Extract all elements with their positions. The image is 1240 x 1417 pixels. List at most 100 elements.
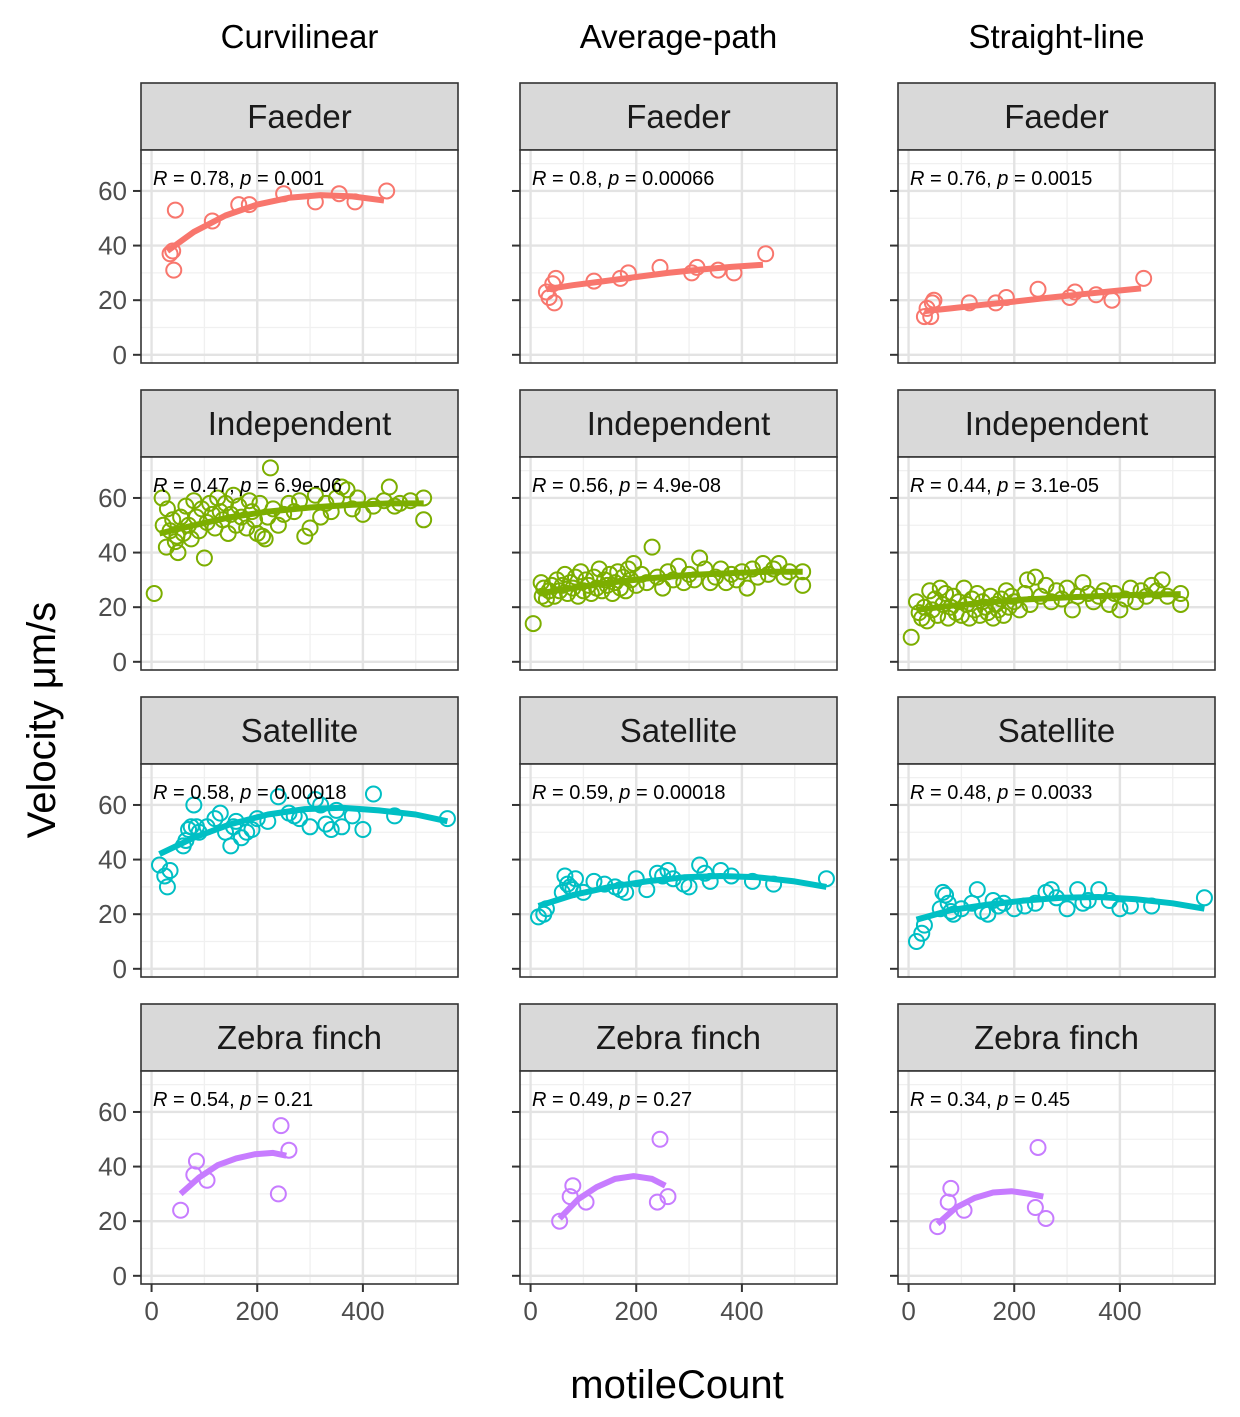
panel-border bbox=[519, 456, 838, 671]
data-point bbox=[256, 530, 274, 548]
strip-background bbox=[519, 82, 838, 151]
stat-value: = 0.0015 bbox=[1008, 168, 1092, 190]
stat-symbol: p bbox=[996, 782, 1008, 804]
data-point bbox=[166, 201, 184, 219]
data-point bbox=[169, 544, 187, 562]
data-point bbox=[1153, 571, 1171, 589]
data-point bbox=[378, 182, 396, 200]
strip-label: Faeder bbox=[1004, 98, 1109, 135]
data-point bbox=[625, 555, 643, 572]
data-points bbox=[150, 785, 456, 896]
stat-value: = 3.1e-05 bbox=[1008, 475, 1099, 497]
stat-value: = 0.56, bbox=[546, 475, 619, 497]
panel-faeder-average-path: Faeder R = 0.8, p = 0.00066 bbox=[512, 82, 838, 364]
panel-zebra-finch-curvilinear: Zebra finch R = 0.54, p = 0.21 0 20 40 60 0 200… bbox=[98, 1003, 459, 1326]
panel-faeder-straight-line: Faeder R = 0.76, p = 0.0015 bbox=[890, 82, 1216, 364]
data-point bbox=[222, 837, 240, 855]
x-axis-title: motileCount bbox=[570, 1363, 783, 1407]
stat-symbol: R bbox=[910, 168, 924, 190]
stat-value: = 0.00066 bbox=[619, 168, 714, 190]
fit-line bbox=[935, 1188, 1044, 1227]
y-tick-label: 40 bbox=[98, 231, 127, 261]
fit-line bbox=[158, 500, 424, 537]
y-tick-label: 0 bbox=[113, 954, 127, 984]
data-point bbox=[574, 582, 592, 600]
stat-symbol: R bbox=[153, 1089, 167, 1111]
data-point bbox=[1042, 593, 1060, 611]
y-tick-label: 20 bbox=[98, 592, 127, 622]
data-point bbox=[659, 1188, 677, 1206]
fit-line bbox=[158, 804, 449, 857]
data-point bbox=[590, 560, 608, 578]
panel-border bbox=[140, 1070, 459, 1285]
data-point bbox=[261, 459, 279, 477]
stat-symbol: p bbox=[618, 1089, 630, 1111]
data-point bbox=[564, 1177, 582, 1195]
data-point bbox=[333, 818, 351, 836]
data-point bbox=[317, 815, 335, 833]
grid bbox=[141, 1071, 458, 1284]
data-point bbox=[165, 261, 183, 279]
data-point bbox=[364, 785, 382, 803]
data-point bbox=[272, 1117, 290, 1135]
data-point bbox=[1037, 576, 1055, 594]
strip-background bbox=[897, 82, 1216, 151]
y-tick-label: 0 bbox=[113, 340, 127, 370]
data-point bbox=[275, 505, 293, 523]
x-tick-label: 400 bbox=[720, 1296, 763, 1326]
panel-border bbox=[897, 1070, 1216, 1285]
stat-value: = 0.00018 bbox=[251, 782, 346, 804]
stat-value: = 0.78, bbox=[167, 168, 240, 190]
y-tick-label: 40 bbox=[98, 538, 127, 568]
stat-annotation: R = 0.8, p = 0.00066 bbox=[532, 168, 714, 190]
stat-symbol: p bbox=[996, 168, 1008, 190]
x-tick-label: 200 bbox=[993, 1296, 1036, 1326]
grid bbox=[898, 764, 1215, 977]
x-tick-label: 400 bbox=[341, 1296, 384, 1326]
data-point bbox=[1029, 1138, 1047, 1156]
data-point bbox=[1037, 1209, 1055, 1227]
stat-symbol: R bbox=[910, 782, 924, 804]
y-tick-label: 20 bbox=[98, 1206, 127, 1236]
strip-label: Satellite bbox=[241, 712, 358, 749]
fit-line bbox=[545, 261, 764, 293]
data-point bbox=[1026, 1199, 1044, 1217]
stat-symbol: R bbox=[532, 168, 546, 190]
data-point bbox=[902, 628, 920, 646]
stat-symbol: p bbox=[239, 1089, 251, 1111]
data-point bbox=[172, 1201, 190, 1219]
data-point bbox=[1148, 582, 1166, 600]
panel-independent-straight-line: Independent R = 0.44, p = 3.1e-05 bbox=[890, 389, 1216, 671]
stat-symbol: p bbox=[618, 782, 630, 804]
data-point bbox=[354, 821, 372, 839]
strip-background bbox=[519, 696, 838, 765]
grid bbox=[520, 1071, 837, 1284]
data-point bbox=[913, 924, 931, 942]
stat-symbol: R bbox=[153, 168, 167, 190]
x-tick-label: 0 bbox=[144, 1296, 158, 1326]
data-point bbox=[415, 511, 433, 529]
fit-line bbox=[165, 192, 385, 254]
data-point bbox=[638, 574, 656, 592]
panel-zebra-finch-straight-line: Zebra finch R = 0.34, p = 0.45 0 200 400 bbox=[890, 1003, 1216, 1326]
panel-faeder-curvilinear: Faeder R = 0.78, p = 0.001 0 20 40 60 bbox=[98, 82, 459, 370]
stat-value: = 4.9e-08 bbox=[630, 475, 721, 497]
strip-label: Zebra finch bbox=[596, 1019, 761, 1056]
panel-border bbox=[897, 149, 1216, 364]
data-point bbox=[211, 804, 229, 822]
x-tick-label: 0 bbox=[901, 1296, 915, 1326]
x-tick-label: 200 bbox=[236, 1296, 279, 1326]
strip-label: Faeder bbox=[247, 98, 352, 135]
fit-line bbox=[538, 568, 803, 597]
stat-value: = 0.0033 bbox=[1008, 782, 1092, 804]
stat-value: = 0.58, bbox=[167, 782, 240, 804]
data-points bbox=[902, 568, 1190, 646]
stat-annotation: R = 0.34, p = 0.45 bbox=[910, 1089, 1070, 1111]
data-point bbox=[757, 245, 775, 263]
grid bbox=[520, 457, 837, 670]
stat-annotation: R = 0.44, p = 3.1e-05 bbox=[910, 475, 1099, 497]
panel-border bbox=[519, 149, 838, 364]
panel-border bbox=[897, 763, 1216, 978]
stat-symbol: p bbox=[607, 168, 619, 190]
